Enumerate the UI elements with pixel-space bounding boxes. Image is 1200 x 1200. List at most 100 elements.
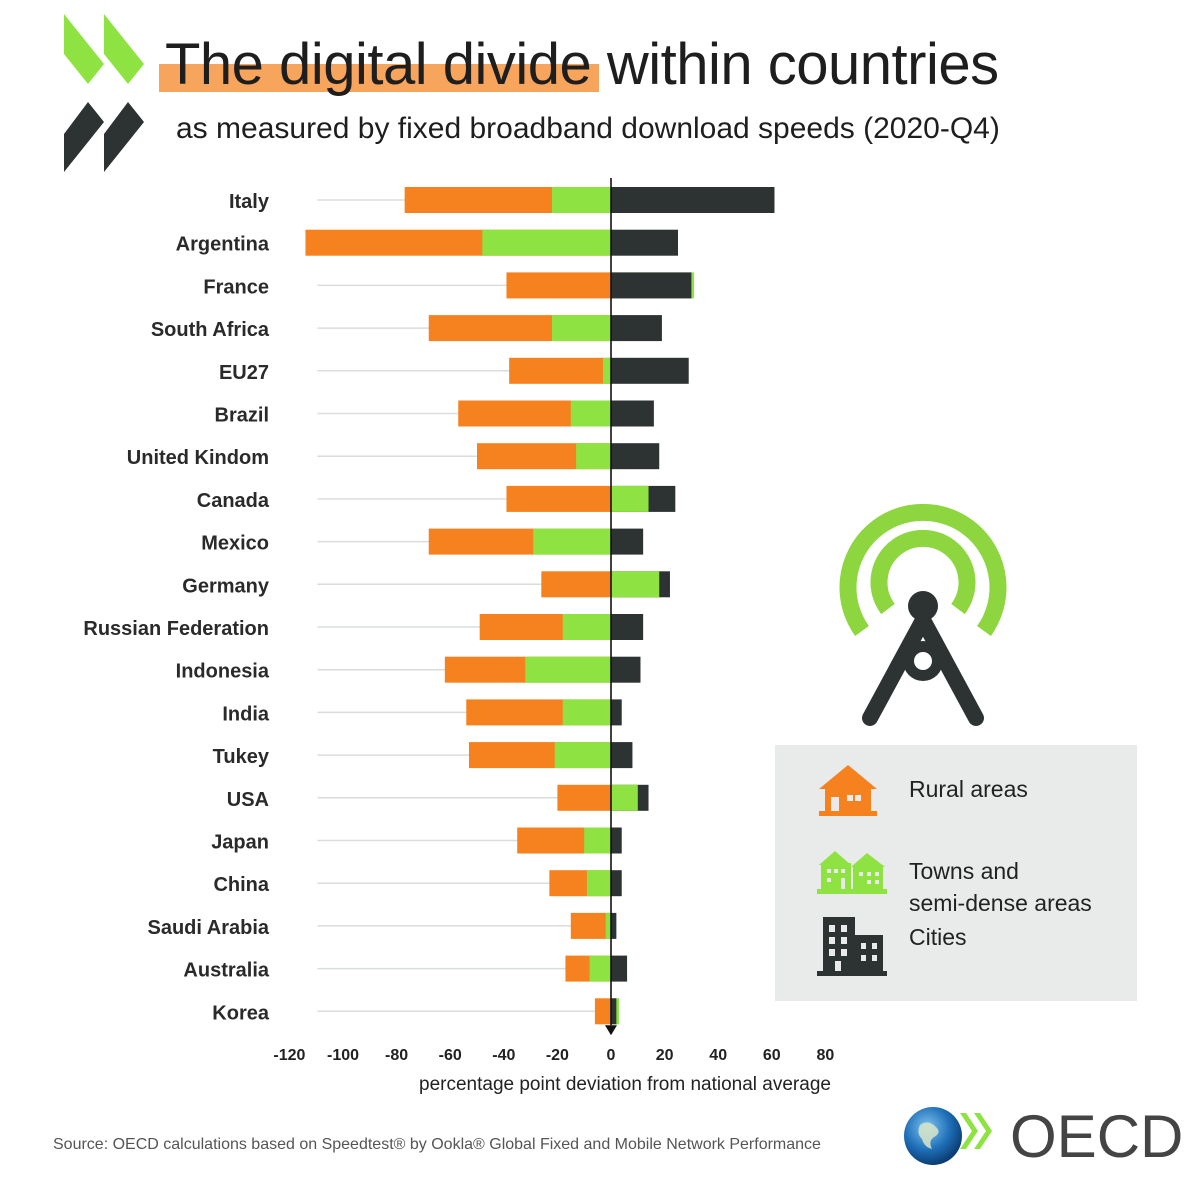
x-tick-label: 0	[607, 1047, 616, 1064]
category-label: India	[222, 703, 270, 725]
bar-cities	[611, 400, 654, 427]
bar-towns	[586, 870, 611, 897]
city-buildings-icon	[817, 917, 887, 976]
category-label: EU27	[219, 362, 269, 384]
category-label: Brazil	[215, 405, 269, 427]
x-tick-label: -40	[492, 1047, 515, 1064]
towns-houses-icon	[817, 851, 887, 894]
category-label: Australia	[183, 960, 269, 982]
bar-towns	[533, 528, 611, 555]
bar-cities	[611, 528, 644, 555]
source-note: Source: OECD calculations based on Speed…	[53, 1136, 821, 1153]
rural-house-icon	[819, 765, 877, 816]
bar-towns	[525, 656, 611, 683]
page-title: The digital divide within countries	[158, 30, 999, 100]
bar-towns	[576, 443, 611, 470]
x-axis: -120 -100 -80 -60 -40 -20 0 20 40 60 80	[273, 178, 834, 1064]
category-label: Canada	[197, 490, 270, 512]
x-tick-label: -60	[439, 1047, 462, 1064]
bar-rural	[506, 272, 611, 299]
legend: Rural areas Towns and semi-dense areas	[775, 745, 1137, 1001]
category-label: Tukey	[213, 746, 270, 768]
category-label: Mexico	[201, 533, 269, 555]
bar-towns	[562, 614, 611, 640]
legend-label-rural: Rural areas	[909, 776, 1028, 802]
x-axis-label: percentage point deviation from national…	[419, 1074, 831, 1095]
bar-towns	[611, 571, 660, 598]
title-rest: within countries	[591, 32, 999, 97]
bar-cities	[611, 272, 692, 299]
bar-towns	[589, 955, 611, 982]
bar-towns	[611, 784, 638, 811]
bar-cities	[611, 315, 662, 342]
bar-towns	[552, 187, 611, 213]
bar-towns	[562, 699, 611, 726]
oecd-chevrons-logo	[64, 14, 144, 172]
bar-towns	[584, 827, 611, 854]
title-highlight: The digital divide	[158, 30, 600, 100]
category-label: Indonesia	[176, 661, 270, 683]
chevron-green-left	[64, 14, 104, 84]
category-labels: Italy Argentina France South Africa EU27 Braz…	[83, 191, 269, 1024]
x-tick-label: 60	[763, 1047, 781, 1064]
bar-cities	[611, 998, 617, 1025]
bar-towns	[552, 315, 611, 342]
oecd-wordmark: OECD	[1010, 1103, 1184, 1170]
bar-cities	[611, 229, 678, 256]
bar-cities	[611, 742, 633, 769]
bar-cities	[611, 912, 617, 939]
page-subtitle: as measured by fixed broadband download …	[176, 112, 1000, 145]
bar-cities	[611, 827, 622, 854]
category-label: Russian Federation	[83, 618, 269, 640]
bar-cities	[611, 699, 622, 726]
legend-label-cities: Cities	[909, 924, 967, 950]
bar-cities	[611, 870, 622, 897]
category-label: Saudi Arabia	[147, 917, 269, 939]
category-label: United Kindom	[127, 447, 269, 469]
legend-label-towns-line2: semi-dense areas	[909, 890, 1092, 916]
oecd-globe-logo	[904, 1107, 992, 1165]
category-label: Italy	[229, 191, 270, 213]
deviation-bar-chart: Italy Argentina France South Africa EU27 Braz…	[83, 178, 1007, 1095]
category-label: Korea	[212, 1002, 270, 1024]
bar-cities	[611, 614, 644, 640]
bar-cities	[611, 357, 689, 384]
category-label: Germany	[182, 575, 270, 597]
signal-tower-icon	[839, 503, 1007, 726]
bar-towns	[611, 485, 649, 512]
chevron-dark-left	[64, 102, 104, 172]
chevron-green-right	[104, 14, 144, 84]
x-tick-label: 40	[709, 1047, 727, 1064]
x-tick-label: -120	[273, 1047, 305, 1064]
bar-rural	[541, 571, 611, 598]
legend-label-towns-line1: Towns and	[909, 858, 1019, 884]
x-tick-label: 20	[656, 1047, 674, 1064]
bar-rural	[594, 998, 611, 1025]
bar-rural	[506, 485, 611, 512]
bar-towns	[482, 229, 611, 256]
bar-towns	[570, 400, 611, 427]
category-label: France	[203, 276, 269, 298]
zero-axis-arrow	[605, 1025, 617, 1036]
category-label: Argentina	[176, 234, 270, 256]
chevron-dark-right	[104, 102, 144, 172]
x-tick-label: 80	[817, 1047, 835, 1064]
x-tick-label: -80	[385, 1047, 408, 1064]
category-label: Japan	[211, 832, 269, 854]
bars	[305, 187, 775, 1025]
bar-towns	[605, 912, 611, 939]
bar-rural	[570, 912, 611, 939]
bar-cities	[611, 443, 660, 470]
x-tick-label: -20	[546, 1047, 569, 1064]
x-tick-label: -100	[327, 1047, 359, 1064]
category-label: USA	[227, 789, 269, 811]
bar-towns	[554, 742, 611, 769]
category-label: South Africa	[151, 319, 270, 341]
category-label: China	[213, 874, 269, 896]
bar-cities	[611, 187, 775, 213]
bar-cities	[611, 955, 628, 982]
bar-rural	[509, 357, 611, 384]
bar-cities	[611, 656, 641, 683]
bar-rural	[557, 784, 611, 811]
bar-towns	[602, 357, 611, 384]
